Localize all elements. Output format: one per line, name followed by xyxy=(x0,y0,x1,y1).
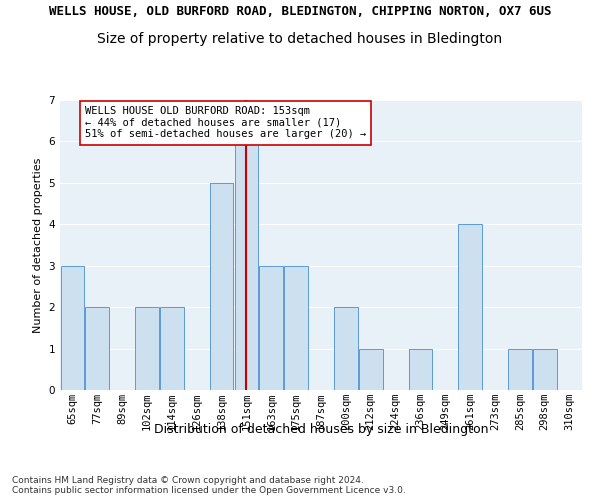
Bar xyxy=(508,348,532,390)
Bar xyxy=(359,348,383,390)
Bar xyxy=(533,348,557,390)
Text: WELLS HOUSE, OLD BURFORD ROAD, BLEDINGTON, CHIPPING NORTON, OX7 6US: WELLS HOUSE, OLD BURFORD ROAD, BLEDINGTO… xyxy=(49,5,551,18)
Bar xyxy=(284,266,308,390)
Bar xyxy=(259,266,283,390)
Bar xyxy=(61,266,84,390)
Bar xyxy=(334,307,358,390)
Bar xyxy=(235,142,258,390)
Text: Size of property relative to detached houses in Bledington: Size of property relative to detached ho… xyxy=(97,32,503,46)
Bar xyxy=(135,307,159,390)
Bar xyxy=(210,183,233,390)
Text: Distribution of detached houses by size in Bledington: Distribution of detached houses by size … xyxy=(154,422,488,436)
Text: Contains HM Land Registry data © Crown copyright and database right 2024.
Contai: Contains HM Land Registry data © Crown c… xyxy=(12,476,406,495)
Y-axis label: Number of detached properties: Number of detached properties xyxy=(33,158,43,332)
Bar xyxy=(85,307,109,390)
Bar xyxy=(458,224,482,390)
Text: WELLS HOUSE OLD BURFORD ROAD: 153sqm
← 44% of detached houses are smaller (17)
5: WELLS HOUSE OLD BURFORD ROAD: 153sqm ← 4… xyxy=(85,106,366,140)
Bar xyxy=(409,348,432,390)
Bar xyxy=(160,307,184,390)
